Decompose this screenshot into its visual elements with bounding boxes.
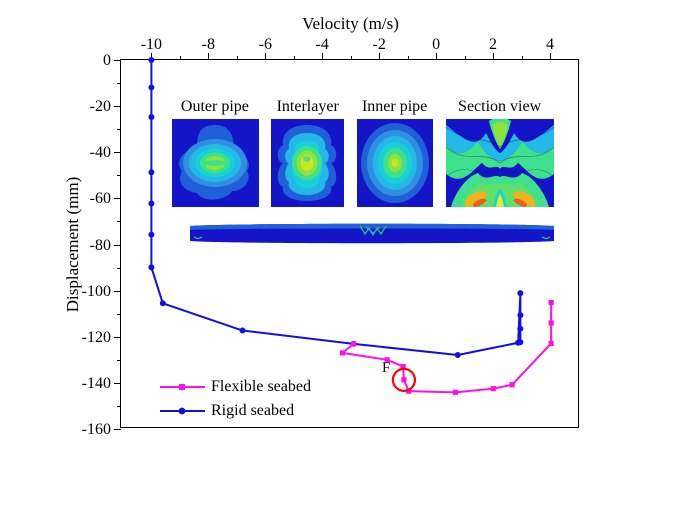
svg-text:F: F (382, 360, 390, 376)
